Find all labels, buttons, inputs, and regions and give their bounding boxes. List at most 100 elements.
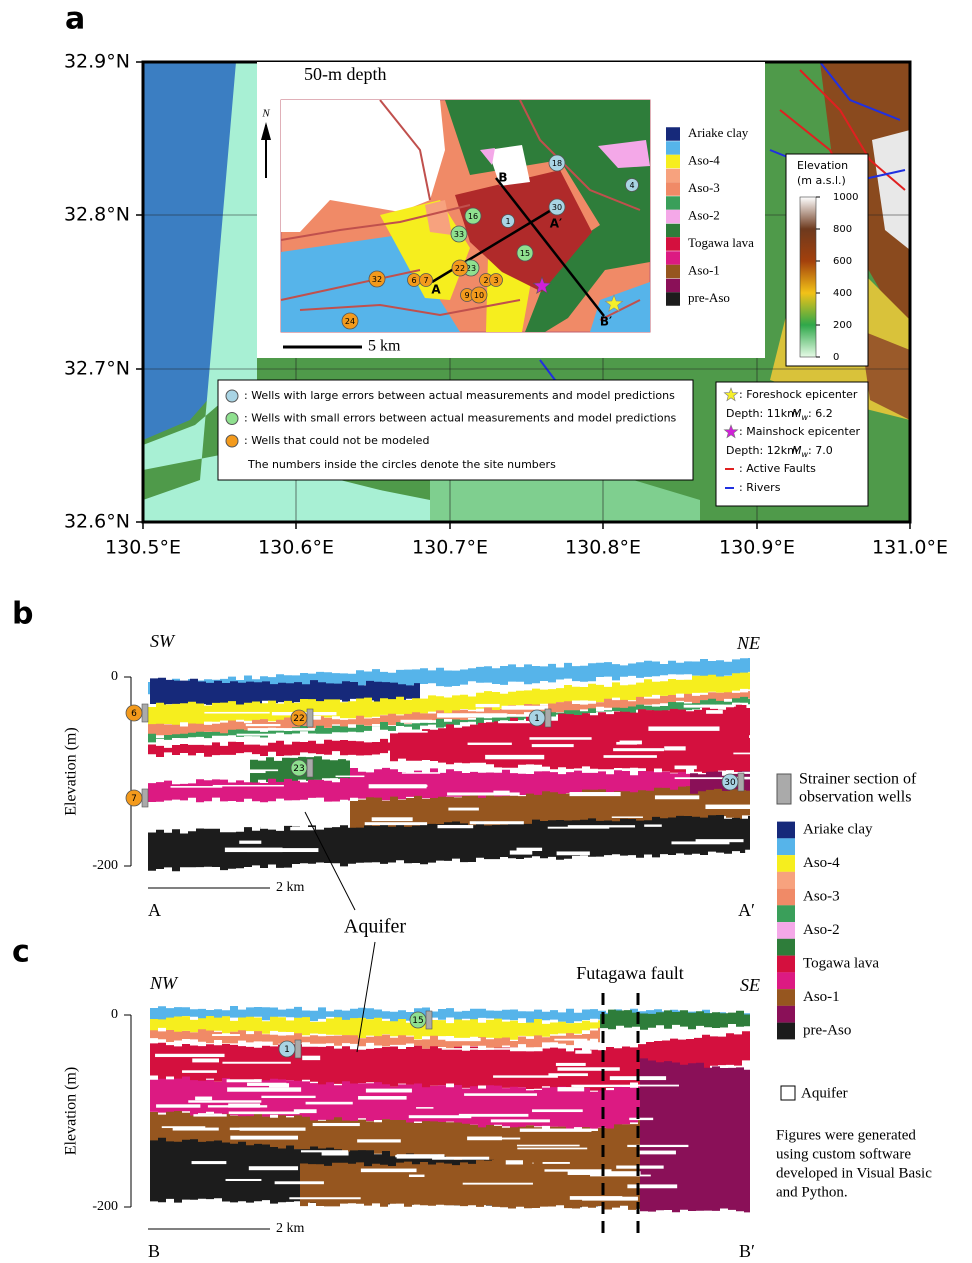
aquifer-streak (193, 1114, 226, 1116)
legend-swatch (666, 196, 680, 210)
section-end: A (148, 900, 161, 920)
lon-tick-label: 131.0°E (872, 537, 948, 559)
section-end: A′ (738, 900, 755, 920)
strainer (545, 709, 551, 727)
legend-label: : Mainshock epicenter (739, 425, 860, 438)
legend-label: Aso-4 (803, 855, 840, 871)
legend-swatch (666, 182, 680, 196)
axis-label: Elevation (m) (63, 727, 80, 815)
well-label: 1 (505, 217, 510, 226)
aquifer-streak (294, 1109, 317, 1113)
legend-label: Ariake clay (688, 125, 749, 140)
aquifer-streak (156, 1104, 200, 1107)
strainer (142, 704, 148, 722)
legend-label: Aso-2 (803, 922, 840, 938)
lon-tick-label: 130.9°E (719, 537, 795, 559)
aquifer-streak (356, 763, 405, 765)
aquifer-streak (470, 821, 524, 824)
aquifer-streak (247, 848, 318, 852)
aquifer-streak (570, 792, 621, 796)
legend-label: Aso-4 (688, 152, 720, 167)
aquifer-streak (548, 1073, 588, 1076)
aquifer-streak (671, 841, 729, 844)
aquifer-streak (289, 1197, 360, 1199)
well-label: 1 (284, 1045, 290, 1055)
aquifer-streak (237, 734, 281, 736)
lon-tick-label: 130.5°E (105, 537, 181, 559)
aquifer-streak (613, 748, 664, 751)
aquifer-streak (517, 1145, 580, 1147)
lon-tick-label: 130.8°E (565, 537, 641, 559)
aquifer-streak (612, 816, 643, 818)
well-label: 22 (293, 714, 304, 724)
legend-label: Togawa lava (803, 955, 879, 971)
lat-tick-label: 32.6°N (64, 511, 130, 533)
aquifer-streak (468, 743, 512, 745)
direction: SE (740, 975, 760, 995)
aquifer-streak (230, 1136, 298, 1140)
aquifer-streak (249, 1166, 298, 1170)
aquifer-streak (260, 826, 278, 829)
axis-label: Elevation (m) (63, 1067, 80, 1155)
section-end: B′ (739, 1241, 755, 1261)
aquifer-streak (627, 1145, 688, 1147)
legend-magnitude: Mw: 7.0 (792, 444, 833, 459)
aquifer-streak (491, 1119, 550, 1122)
aquifer-streak (554, 1039, 587, 1041)
legend-swatch (666, 141, 680, 155)
strainer (307, 709, 313, 727)
legend-swatch (666, 292, 680, 306)
aquifer-streak (706, 710, 723, 714)
tick-label: -200 (92, 858, 118, 873)
aquifer-streak (627, 1184, 677, 1188)
aquifer-streak (306, 1102, 353, 1105)
aquifer-streak (302, 1056, 320, 1060)
aquifer-streak (442, 1048, 514, 1050)
strainer (295, 1040, 301, 1058)
legend-label: : Wells with small errors between actual… (244, 412, 677, 425)
aquifer-streak (558, 1087, 585, 1091)
legend-label: : Rivers (739, 481, 781, 494)
legend-swatch (777, 905, 795, 922)
aquifer-streak (529, 737, 591, 740)
well-label: 6 (131, 709, 137, 719)
aquifer-streak (226, 1179, 262, 1181)
aquifer-streak (640, 1151, 676, 1155)
aquifer-streak (616, 742, 637, 745)
aquifer-streak (437, 713, 507, 717)
aquifer-streak (664, 746, 685, 750)
aquifer-streak (532, 744, 574, 747)
tick-label: 0 (111, 1007, 118, 1022)
aquifer-streak (749, 735, 788, 738)
scale-label: 5 km (368, 338, 401, 355)
legend-depth: Depth: 11km (726, 407, 798, 420)
aquifer-streak (575, 1050, 591, 1053)
legend-depth: Depth: 12km (726, 444, 798, 457)
aquifer-streak (366, 1089, 412, 1093)
aquifer-streak (192, 1161, 227, 1164)
aquifer-streak (290, 827, 315, 830)
legend-label: Aso-1 (803, 989, 840, 1005)
well-label: 7 (131, 794, 137, 804)
legend-swatch (666, 237, 680, 251)
well-label: 18 (552, 159, 562, 168)
legend-well (226, 413, 238, 425)
aquifer-streak (629, 1118, 653, 1120)
strainer (426, 1011, 432, 1029)
aquifer-streak (155, 1054, 224, 1057)
aquifer-streak (648, 726, 719, 730)
legend-well (226, 390, 238, 402)
panel-label: a (65, 2, 85, 37)
aquifer-streak (464, 1093, 537, 1096)
aquifer-streak (644, 824, 662, 826)
aquifer-streak (409, 1175, 425, 1177)
well-label: 30 (724, 778, 736, 788)
figure: a32.9°N32.8°N32.7°N32.6°N130.5°E130.6°E1… (0, 0, 972, 1263)
legend-label: Aso-3 (803, 888, 840, 904)
aquifer-streak (295, 804, 333, 808)
aquifer-streak (636, 1085, 679, 1087)
legend-label: : Wells with large errors between actual… (244, 389, 675, 402)
elev-tick: 200 (833, 320, 852, 331)
aquifer-streak (485, 755, 544, 759)
note-text: developed in Visual Basic (776, 1165, 932, 1181)
